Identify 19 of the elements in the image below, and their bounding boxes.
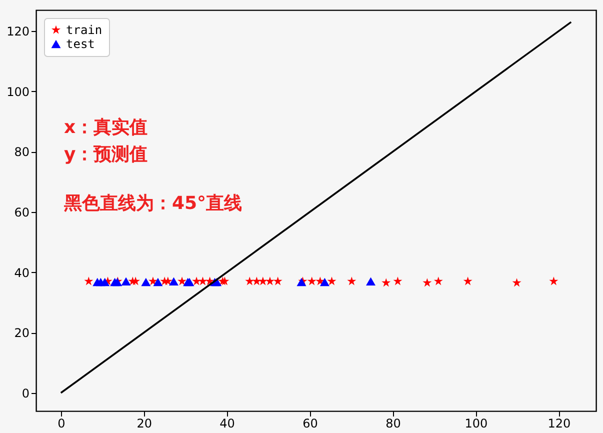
y-tick-label: 20 [14, 326, 30, 340]
annotation: y：预测值 [64, 144, 148, 165]
x-tick-label: 20 [136, 416, 152, 430]
y-tick-label: 100 [6, 84, 30, 99]
x-tick-label: 120 [548, 416, 571, 430]
x-tick-label: 60 [302, 416, 318, 430]
x-tick-label: 0 [58, 416, 66, 430]
x-tick-label: 80 [386, 416, 401, 430]
y-tick-label: 0 [22, 386, 30, 400]
y-tick-label: 60 [14, 206, 30, 220]
x-tick-label: 100 [464, 416, 488, 430]
annotation: 黑色直线为：45°直线 [63, 193, 242, 214]
annotation: x：真实值 [64, 117, 148, 138]
y-tick-label: 40 [14, 266, 30, 280]
y-tick-label: 80 [14, 145, 30, 160]
legend-label: test [66, 37, 95, 51]
legend-label: train [66, 23, 102, 37]
y-tick-label: 120 [6, 24, 30, 39]
x-tick-label: 40 [220, 416, 235, 430]
